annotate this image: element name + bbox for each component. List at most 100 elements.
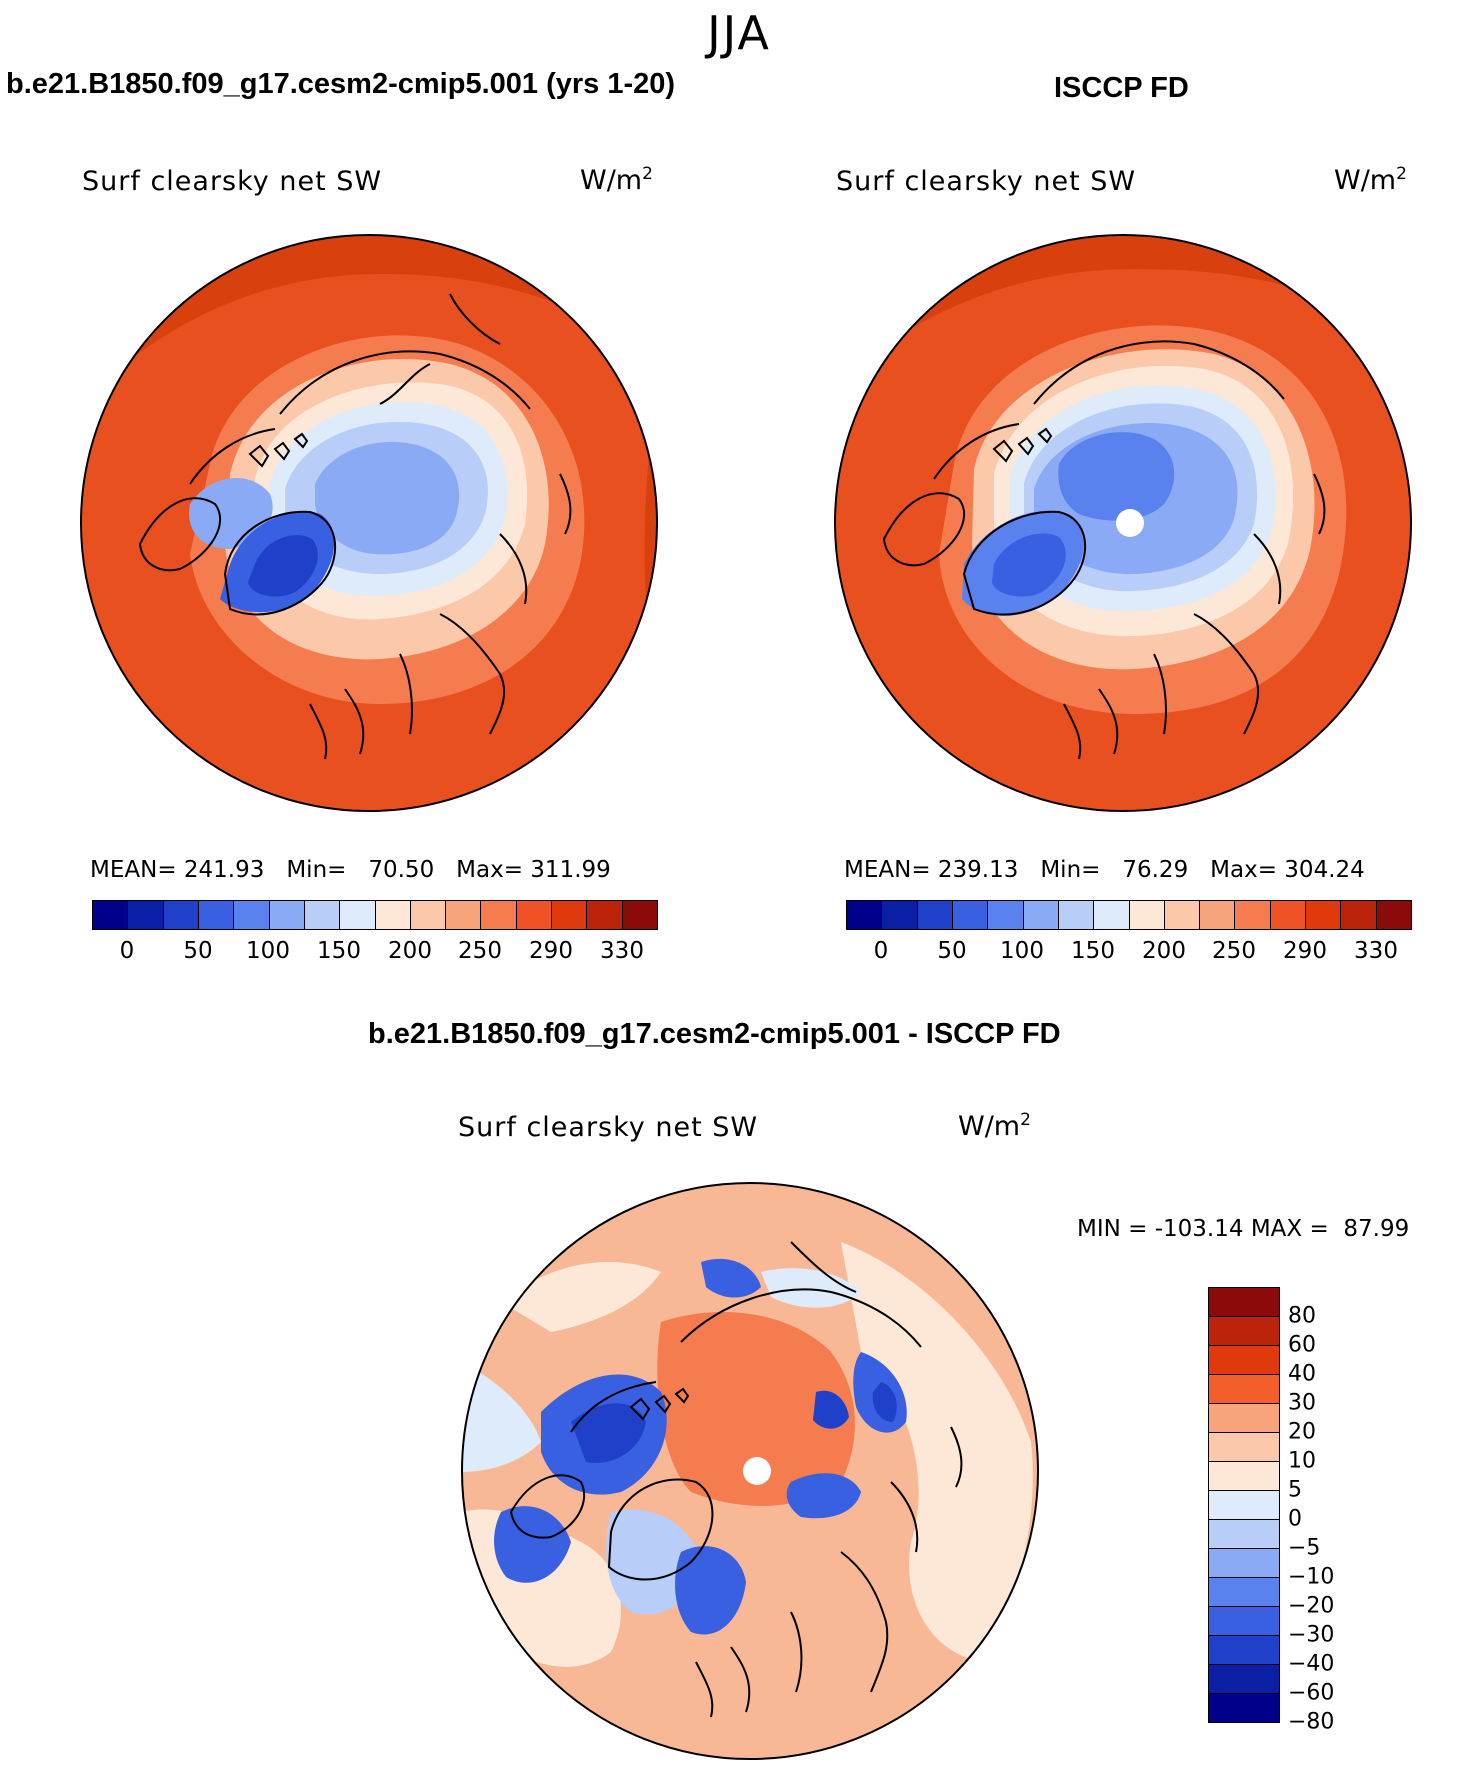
colorbar-swatch bbox=[847, 901, 883, 929]
colorbar-tick: 200 bbox=[1142, 938, 1186, 964]
map-orange-region bbox=[657, 1312, 855, 1506]
diff-panel-units: W/m2 bbox=[958, 1110, 1031, 1142]
map-deep-blue-core bbox=[872, 1382, 897, 1422]
map-greenland-core bbox=[248, 535, 318, 597]
colorbar-swatch bbox=[1209, 1549, 1279, 1578]
panel-2-colorbar-ticks: 0 50 100 150 200 250 290 330 bbox=[846, 938, 1412, 968]
colorbar-swatch bbox=[410, 901, 447, 929]
panel-2-stats: MEAN= 239.13 Min= 76.29 Max= 304.24 bbox=[844, 857, 1365, 883]
map-mid-blue bbox=[189, 477, 273, 549]
colorbar-tick: 5 bbox=[1288, 1477, 1302, 1503]
colorbar-tick: 50 bbox=[183, 938, 213, 964]
diff-colorbar bbox=[1208, 1287, 1280, 1723]
colorbar-swatch bbox=[304, 901, 341, 929]
colorbar-swatch bbox=[234, 901, 270, 929]
colorbar-swatch bbox=[1376, 901, 1411, 929]
colorbar-swatch bbox=[1209, 1607, 1279, 1636]
map-blue-core bbox=[1058, 432, 1175, 521]
colorbar-swatch bbox=[446, 901, 482, 929]
colorbar-swatch bbox=[952, 901, 989, 929]
season-title: JJA bbox=[707, 6, 771, 60]
panel-2-colorbar bbox=[846, 900, 1412, 930]
colorbar-tick: −60 bbox=[1288, 1680, 1335, 1706]
panel-1-colorbar-ticks: 0 50 100 150 200 250 290 330 bbox=[92, 938, 658, 968]
colorbar-swatch bbox=[1209, 1636, 1279, 1665]
colorbar-swatch bbox=[1209, 1694, 1279, 1722]
map-blue-region bbox=[701, 1258, 761, 1298]
colorbar-swatch bbox=[1209, 1520, 1279, 1549]
diff-panel-stats: MIN = -103.14 MAX = 87.99 bbox=[1077, 1216, 1410, 1242]
colorbar-swatch bbox=[1235, 901, 1271, 929]
map-coastlines bbox=[882, 340, 1326, 760]
colorbar-tick: 30 bbox=[1288, 1390, 1316, 1416]
colorbar-swatch bbox=[1209, 1491, 1279, 1520]
colorbar-tick: −30 bbox=[1288, 1622, 1335, 1648]
colorbar-tick: −10 bbox=[1288, 1564, 1335, 1590]
map-light-blue-region bbox=[761, 1268, 861, 1308]
colorbar-tick: 250 bbox=[458, 938, 502, 964]
panel-1-variable: Surf clearsky net SW bbox=[82, 166, 383, 197]
panel-2-variable: Surf clearsky net SW bbox=[836, 166, 1137, 197]
colorbar-swatch bbox=[1209, 1578, 1279, 1607]
map-deep-blue-core bbox=[813, 1390, 849, 1429]
colorbar-swatch bbox=[481, 901, 517, 929]
panel-2-units: W/m2 bbox=[1334, 164, 1407, 196]
colorbar-tick: −40 bbox=[1288, 1651, 1335, 1677]
colorbar-tick: 60 bbox=[1288, 1332, 1316, 1358]
colorbar-swatch bbox=[1306, 901, 1342, 929]
colorbar-swatch bbox=[269, 901, 305, 929]
colorbar-swatch bbox=[128, 901, 164, 929]
colorbar-tick: 330 bbox=[1354, 938, 1398, 964]
map-deep-band bbox=[81, 235, 657, 404]
colorbar-swatch bbox=[1209, 1346, 1279, 1375]
colorbar-tick: 290 bbox=[1283, 938, 1327, 964]
colorbar-swatch bbox=[1209, 1462, 1279, 1491]
colorbar-swatch bbox=[1270, 901, 1307, 929]
colorbar-swatch bbox=[1341, 901, 1377, 929]
diff-panel-map bbox=[461, 1182, 1039, 1760]
colorbar-swatch bbox=[1023, 901, 1059, 929]
colorbar-swatch bbox=[882, 901, 918, 929]
map-blue-region bbox=[675, 1546, 746, 1635]
colorbar-swatch bbox=[1058, 901, 1095, 929]
colorbar-swatch bbox=[1209, 1433, 1279, 1462]
panel-2-title: ISCCP FD bbox=[1054, 72, 1189, 104]
colorbar-swatch bbox=[1209, 1404, 1279, 1433]
colorbar-swatch bbox=[1209, 1288, 1279, 1317]
diff-panel-variable: Surf clearsky net SW bbox=[458, 1112, 759, 1143]
map-light-blue-region bbox=[462, 1362, 541, 1472]
colorbar-swatch bbox=[1209, 1375, 1279, 1404]
colorbar-tick: 20 bbox=[1288, 1419, 1316, 1445]
colorbar-tick: −20 bbox=[1288, 1593, 1335, 1619]
panel-1-colorbar bbox=[92, 900, 658, 930]
colorbar-swatch bbox=[340, 901, 376, 929]
colorbar-swatch bbox=[516, 901, 553, 929]
map-pale-region bbox=[841, 1242, 1033, 1662]
colorbar-tick: 150 bbox=[317, 938, 361, 964]
colorbar-tick: 80 bbox=[1288, 1303, 1316, 1329]
colorbar-swatch bbox=[198, 901, 235, 929]
colorbar-tick: 50 bbox=[937, 938, 967, 964]
colorbar-tick: 10 bbox=[1288, 1448, 1316, 1474]
colorbar-swatch bbox=[1200, 901, 1236, 929]
map-coastlines bbox=[138, 293, 572, 760]
map-blue-region bbox=[786, 1473, 861, 1519]
panel-1-map bbox=[80, 234, 658, 812]
colorbar-tick: 290 bbox=[529, 938, 573, 964]
colorbar-tick: 100 bbox=[1000, 938, 1044, 964]
colorbar-tick: 40 bbox=[1288, 1361, 1316, 1387]
colorbar-tick: 0 bbox=[873, 938, 889, 964]
colorbar-tick: 200 bbox=[388, 938, 432, 964]
colorbar-tick: 0 bbox=[1288, 1506, 1302, 1532]
panel-1-stats: MEAN= 241.93 Min= 70.50 Max= 311.99 bbox=[90, 857, 611, 883]
colorbar-swatch bbox=[1164, 901, 1201, 929]
colorbar-swatch bbox=[1129, 901, 1165, 929]
map-greenland-core bbox=[992, 533, 1066, 597]
colorbar-swatch bbox=[93, 901, 129, 929]
map-blue-region bbox=[494, 1506, 571, 1583]
colorbar-tick: −5 bbox=[1288, 1535, 1321, 1561]
colorbar-tick: 0 bbox=[119, 938, 135, 964]
map-deep-blue-core bbox=[571, 1403, 646, 1463]
colorbar-swatch bbox=[622, 901, 657, 929]
map-pale-region bbox=[501, 1262, 661, 1332]
